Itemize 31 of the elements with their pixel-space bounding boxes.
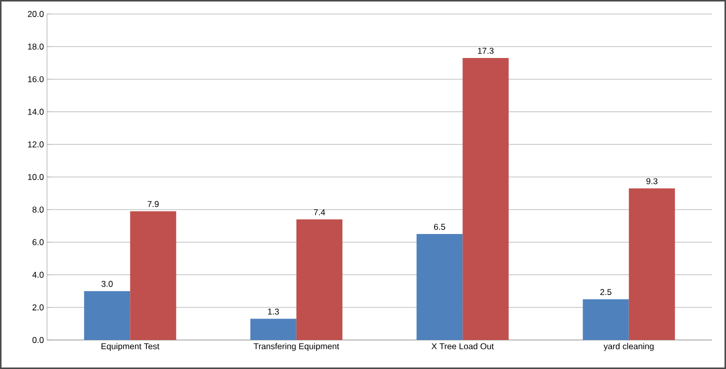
data-label: 3.0 xyxy=(102,280,113,287)
bar xyxy=(84,291,130,340)
bar xyxy=(628,188,675,340)
y-tick-label: 0.0 xyxy=(32,336,44,343)
bar xyxy=(250,318,296,340)
data-label: 2.5 xyxy=(600,289,612,296)
data-label: 7.9 xyxy=(148,201,159,208)
data-label: 7.4 xyxy=(314,209,326,216)
x-tick-label: Equipment Test xyxy=(102,343,160,351)
bar xyxy=(416,234,463,340)
y-tick-label: 8.0 xyxy=(32,206,44,213)
y-tick-label: 16.0 xyxy=(28,76,44,82)
bar xyxy=(296,219,342,340)
y-tick-label: 14.0 xyxy=(28,108,44,115)
x-tick-label: yard cleaning xyxy=(604,343,654,351)
x-tick-label: X Tree Load Out xyxy=(432,343,494,350)
data-label: 17.3 xyxy=(478,48,494,54)
bar xyxy=(130,211,176,340)
y-tick-label: 18.0 xyxy=(28,44,44,50)
data-label: 1.3 xyxy=(268,308,279,315)
y-tick-label: 6.0 xyxy=(32,239,44,246)
x-tick-label: Transfering Equipment xyxy=(254,343,340,351)
bar xyxy=(582,299,629,340)
y-tick-label: 20.0 xyxy=(28,10,44,17)
data-label: 9.3 xyxy=(646,178,658,184)
bar xyxy=(462,58,509,340)
y-tick-label: 4.0 xyxy=(32,272,44,278)
y-tick-label: 10.0 xyxy=(28,174,44,180)
y-tick-label: 12.0 xyxy=(28,141,44,148)
data-label: 6.5 xyxy=(434,224,446,230)
y-tick-label: 2.0 xyxy=(32,304,44,310)
